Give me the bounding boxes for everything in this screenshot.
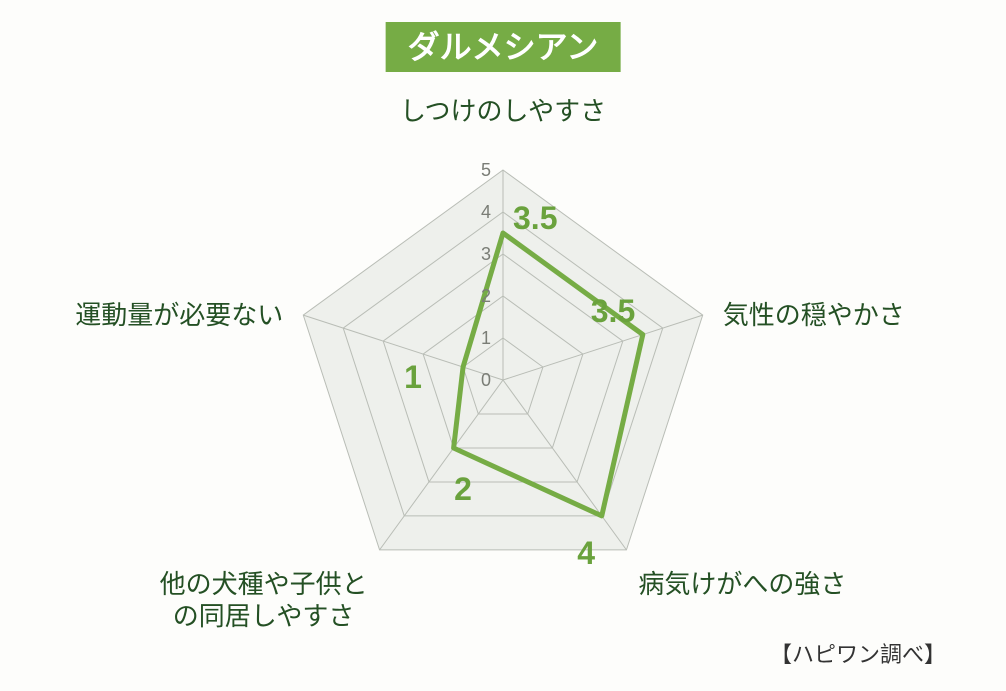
radar-axis-label: 他の犬種や子供と の同居しやすさ [160,568,368,633]
page-root: ダルメシアン 0123453.53.5421 【ハピワン調べ】 しつけのしやすさ… [0,0,1006,691]
radar-value-label: 3.5 [591,293,635,329]
radar-tick-label: 2 [481,286,491,306]
radar-value-label: 4 [577,535,595,571]
radar-axis-label: 気性の穏やかさ [723,299,905,332]
radar-tick-label: 5 [481,160,491,180]
radar-tick-label: 1 [481,328,491,348]
radar-value-label: 3.5 [513,200,557,236]
radar-tick-label: 3 [481,244,491,264]
footer-source: 【ハピワン調べ】 [770,637,946,669]
radar-tick-label: 0 [481,370,491,390]
radar-axis-label: 運動量が必要ない [75,299,283,332]
radar-value-label: 1 [404,359,422,395]
radar-value-label: 2 [454,471,472,507]
radar-tick-label: 4 [481,202,491,222]
radar-axis-label: しつけのしやすさ [400,95,606,128]
radar-axis-label: 病気けがへの強さ [638,568,846,601]
